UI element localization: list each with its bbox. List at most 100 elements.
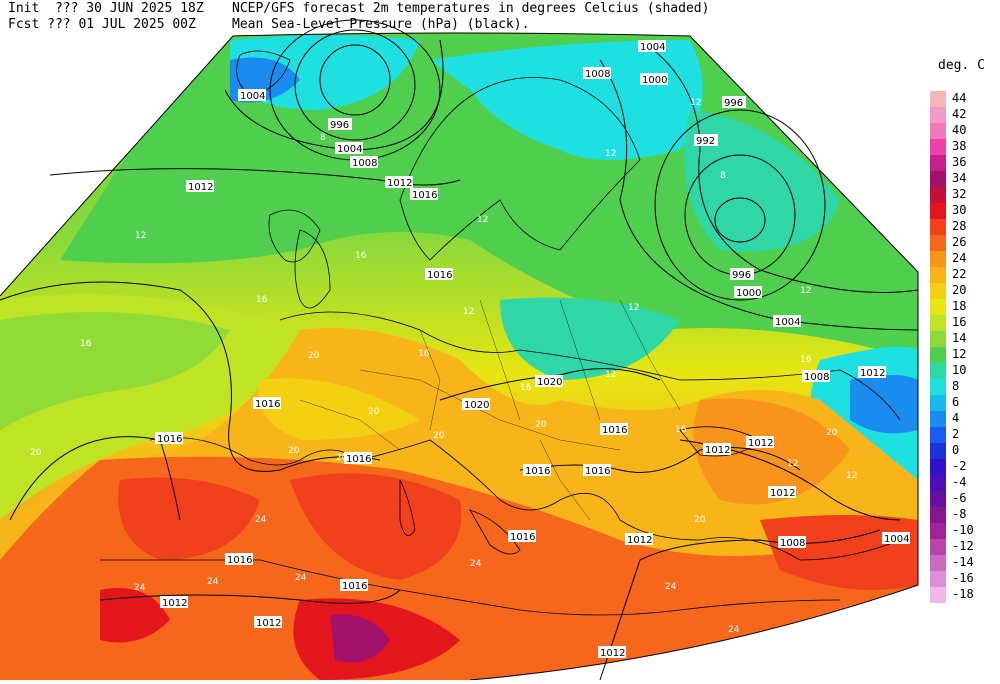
temp-label: 12	[605, 149, 616, 159]
svg-text:1004: 1004	[775, 317, 800, 328]
isobar-label: 1016	[225, 553, 253, 566]
legend-swatch	[930, 411, 946, 427]
legend-swatch	[930, 459, 946, 475]
temp-label: 24	[134, 583, 146, 593]
svg-text:1016: 1016	[412, 190, 437, 201]
isobar-label: 1016	[344, 452, 372, 465]
isobar-label: 1012	[858, 366, 886, 379]
legend-label: -16	[952, 571, 974, 585]
legend-swatch	[930, 315, 946, 331]
legend-swatch	[930, 123, 946, 139]
legend-label: 10	[952, 363, 967, 377]
isobar-label: 996	[730, 268, 754, 281]
temp-label: 12	[605, 370, 616, 380]
legend-label: 44	[952, 91, 967, 105]
temp-label: 20	[826, 428, 838, 438]
svg-text:1004: 1004	[337, 144, 362, 155]
legend-label: 22	[952, 267, 967, 281]
isobar-label: 1020	[535, 375, 563, 388]
svg-text:1016: 1016	[585, 466, 610, 477]
svg-text:1008: 1008	[585, 69, 610, 80]
isobar-label: 1012	[160, 596, 188, 609]
temp-label: 20	[433, 431, 445, 441]
isobar-label: 1012	[703, 443, 731, 456]
isobar-label: 992	[694, 134, 718, 147]
svg-text:1004: 1004	[640, 42, 665, 53]
temp-label: 20	[535, 420, 547, 430]
temp-label: 8	[320, 133, 326, 143]
isobar-label: 1012	[768, 486, 796, 499]
isobar-label: 1004	[335, 142, 363, 155]
isobar-label: 1012	[254, 616, 282, 629]
temp-label: 12	[477, 215, 488, 225]
isobar-label: 1012	[186, 180, 214, 193]
temp-label: 24	[665, 582, 677, 592]
legend-swatch	[930, 491, 946, 507]
legend-label: -2	[952, 459, 967, 473]
temp-label: 20	[30, 448, 42, 458]
legend-label: 42	[952, 107, 967, 121]
temperature-field	[0, 33, 918, 680]
init-time: Init ??? 30 JUN 2025 18Z	[8, 1, 204, 16]
temp-label: 8	[720, 171, 726, 181]
isobar-label: 1004	[882, 532, 910, 545]
legend-label: 14	[952, 331, 967, 345]
legend-label: 0	[952, 443, 960, 457]
temp-label: 16	[800, 355, 812, 365]
legend-label: 12	[952, 347, 967, 361]
svg-text:1012: 1012	[770, 488, 795, 499]
temperature-labels: 12 8 12 12 12 16 16 16 20 20 20 20 20 24…	[30, 98, 857, 635]
legend-swatch	[930, 283, 946, 299]
legend-label: 18	[952, 299, 967, 313]
svg-text:1008: 1008	[352, 158, 377, 169]
legend-swatch	[930, 347, 946, 363]
temp-label: 16	[418, 349, 430, 359]
legend-swatch	[930, 331, 946, 347]
svg-text:1012: 1012	[860, 368, 885, 379]
legend-swatch	[930, 171, 946, 187]
svg-text:1020: 1020	[464, 400, 489, 411]
svg-text:1000: 1000	[736, 288, 761, 299]
legend-label: 32	[952, 187, 967, 201]
isobar-label: 1016	[583, 464, 611, 477]
isobar-label: 1004	[238, 89, 266, 102]
isobar-label: 1008	[778, 536, 806, 549]
isobar-labels: 1004 1008 1000 996 992 1004 996 1004 100…	[155, 40, 910, 659]
legend-swatch	[930, 363, 946, 379]
legend-label: -14	[952, 555, 974, 569]
legend-label: -18	[952, 587, 974, 601]
temp-label: 12	[628, 303, 639, 313]
temp-label: 12	[135, 231, 146, 241]
isobar-label: 1004	[638, 40, 666, 53]
legend-label: -4	[952, 475, 967, 489]
svg-text:1012: 1012	[387, 178, 412, 189]
legend-swatch	[930, 587, 946, 603]
svg-text:996: 996	[330, 120, 349, 131]
isobar-label: 1008	[583, 67, 611, 80]
weather-map[interactable]: 1004 1008 1000 996 992 1004 996 1004 100…	[0, 0, 920, 681]
temp-label: 12	[787, 459, 798, 469]
isobar-label: 1016	[508, 530, 536, 543]
legend-label: -10	[952, 523, 974, 537]
legend-label: 2	[952, 427, 960, 441]
legend-label: 6	[952, 395, 960, 409]
legend-swatch	[930, 539, 946, 555]
temp-label: 24	[470, 559, 482, 569]
isobar-label: 1012	[625, 533, 653, 546]
isobar-label: 1016	[340, 579, 368, 592]
svg-text:1016: 1016	[525, 466, 550, 477]
legend-swatch	[930, 203, 946, 219]
legend-label: 24	[952, 251, 967, 265]
legend-swatch	[930, 571, 946, 587]
svg-text:1000: 1000	[642, 75, 667, 86]
legend-swatch	[930, 107, 946, 123]
svg-text:996: 996	[724, 98, 743, 109]
legend-swatch	[930, 555, 946, 571]
temp-label: 12	[690, 98, 701, 108]
legend-label: 16	[952, 315, 967, 329]
isobar-label: 1000	[640, 73, 668, 86]
svg-text:1016: 1016	[346, 454, 371, 465]
legend-swatch	[930, 523, 946, 539]
temp-label: 20	[288, 446, 300, 456]
isobar-label: 1008	[350, 156, 378, 169]
